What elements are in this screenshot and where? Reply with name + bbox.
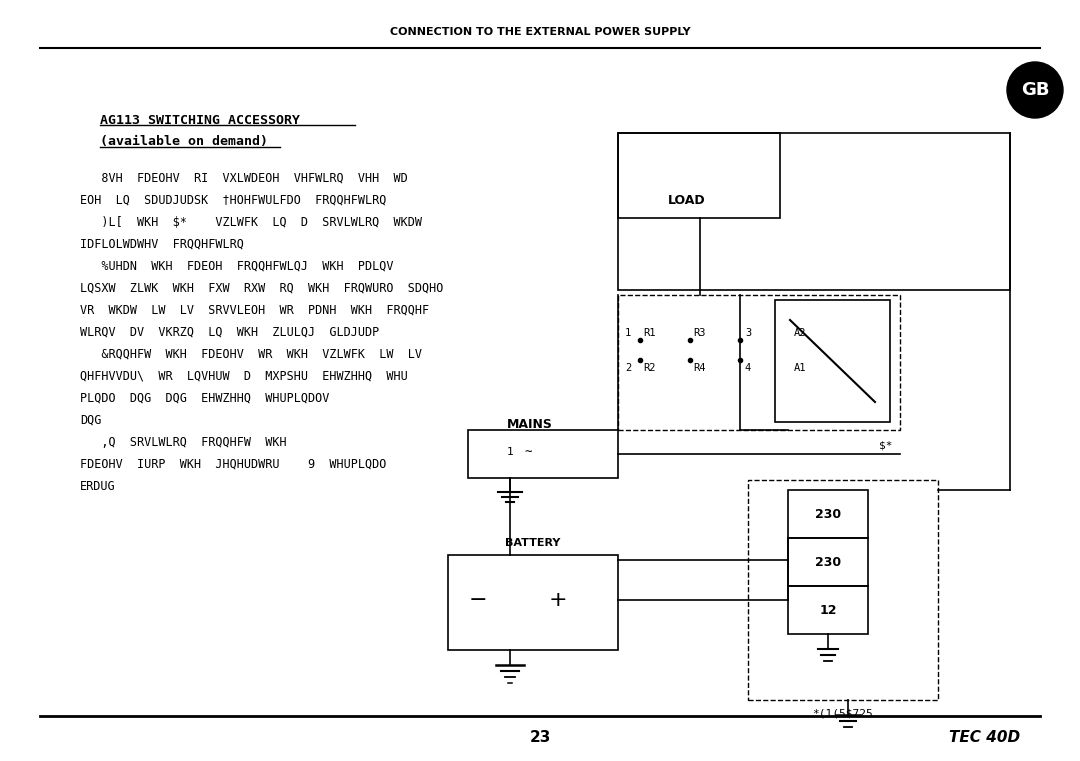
Text: &RQQHFW  WKH  FDEOHV  WR  WKH  VZLWFK  LW  LV: &RQQHFW WKH FDEOHV WR WKH VZLWFK LW LV (80, 348, 422, 361)
Text: −: − (469, 590, 487, 610)
Text: 23: 23 (529, 731, 551, 746)
Text: CONNECTION TO THE EXTERNAL POWER SUPPLY: CONNECTION TO THE EXTERNAL POWER SUPPLY (390, 27, 690, 37)
Text: WLRQV  DV  VKRZQ  LQ  WKH  ZLULQJ  GLDJUDP: WLRQV DV VKRZQ LQ WKH ZLULQJ GLDJUDP (80, 326, 379, 339)
Text: 1: 1 (625, 328, 631, 338)
Bar (468, 430, 618, 478)
Text: +: + (549, 590, 567, 610)
Text: TEC 40D: TEC 40D (949, 731, 1020, 746)
Text: R4: R4 (693, 363, 706, 373)
Text: 230: 230 (815, 508, 841, 521)
Text: 12: 12 (820, 603, 837, 616)
Bar (448, 555, 618, 650)
Bar (618, 133, 1010, 290)
Text: LOAD: LOAD (669, 193, 705, 206)
Text: ∼: ∼ (524, 445, 531, 458)
Text: IDFLOLWDWHV  FRQQHFWLRQ: IDFLOLWDWHV FRQQHFWLRQ (80, 237, 244, 250)
Text: DQG: DQG (80, 413, 102, 426)
Text: VR  WKDW  LW  LV  SRVVLEOH  WR  PDNH  WKH  FRQQHF: VR WKDW LW LV SRVVLEOH WR PDNH WKH FRQQH… (80, 304, 429, 317)
Bar (618, 295, 900, 430)
Text: *(1(5$725: *(1(5$725 (812, 708, 874, 718)
Text: ,Q  SRVLWLRQ  FRQQHFW  WKH: ,Q SRVLWLRQ FRQQHFW WKH (80, 435, 286, 448)
Text: (available on demand): (available on demand) (100, 135, 268, 148)
Text: LQSXW  ZLWK  WKH  FXW  RXW  RQ  WKH  FRQWURO  SDQHO: LQSXW ZLWK WKH FXW RXW RQ WKH FRQWURO SD… (80, 282, 444, 295)
Text: 2: 2 (625, 363, 631, 373)
Text: 8VH  FDEOHV  RI  VXLWDEOH  VHFWLRQ  VHH  WD: 8VH FDEOHV RI VXLWDEOH VHFWLRQ VHH WD (80, 171, 408, 184)
Circle shape (1007, 62, 1063, 118)
Text: 3: 3 (745, 328, 751, 338)
Text: A2: A2 (794, 328, 807, 338)
Text: QHFHVVDU\  WR  LQVHUW  D  MXPSHU  EHWZHHQ  WHU: QHFHVVDU\ WR LQVHUW D MXPSHU EHWZHHQ WHU (80, 370, 408, 383)
Bar (618, 133, 780, 218)
Text: FDEOHV  IURP  WKH  JHQHUDWRU    9  WHUPLQDO: FDEOHV IURP WKH JHQHUDWRU 9 WHUPLQDO (80, 457, 387, 470)
Bar (788, 538, 868, 586)
Text: R1: R1 (644, 328, 657, 338)
Bar (788, 490, 868, 538)
Text: R3: R3 (693, 328, 706, 338)
Text: %UHDN  WKH  FDEOH  FRQQHFWLQJ  WKH  PDLQV: %UHDN WKH FDEOH FRQQHFWLQJ WKH PDLQV (80, 260, 393, 272)
Text: )L[  WKH  $*    VZLWFK  LQ  D  SRVLWLRQ  WKDW: )L[ WKH $* VZLWFK LQ D SRVLWLRQ WKDW (80, 215, 422, 228)
Text: $*: $* (878, 440, 892, 450)
Text: 1: 1 (507, 447, 513, 457)
Bar (748, 480, 939, 700)
Text: EOH  LQ  SDUDJUDSK  †HOHFWULFDO  FRQQHFWLRQ: EOH LQ SDUDJUDSK †HOHFWULFDO FRQQHFWLRQ (80, 193, 387, 206)
Text: PLQDO  DQG  DQG  EHWZHHQ  WHUPLQDOV: PLQDO DQG DQG EHWZHHQ WHUPLQDOV (80, 391, 329, 405)
Bar (788, 586, 868, 634)
Text: 230: 230 (815, 556, 841, 568)
Text: A1: A1 (794, 363, 807, 373)
Text: MAINS: MAINS (508, 418, 553, 431)
Text: ERDUG: ERDUG (80, 479, 116, 492)
Text: BATTERY: BATTERY (505, 538, 561, 548)
Text: GB: GB (1021, 81, 1050, 99)
Text: 4: 4 (745, 363, 751, 373)
Text: AG113 SWITCHING ACCESSORY: AG113 SWITCHING ACCESSORY (100, 113, 300, 126)
Text: R2: R2 (644, 363, 657, 373)
Bar (775, 300, 890, 422)
